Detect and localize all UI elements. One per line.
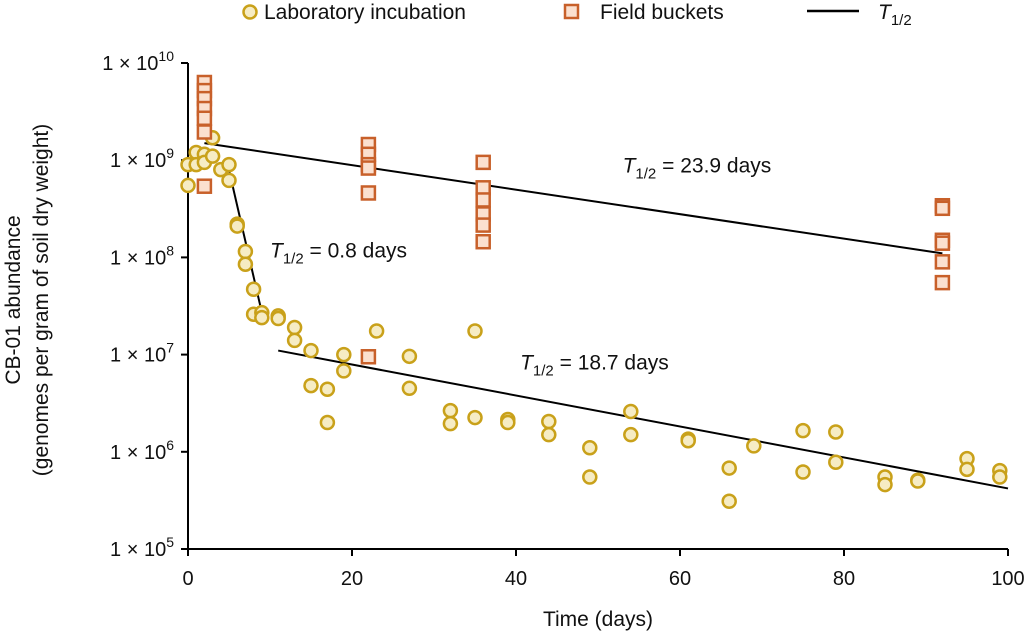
field-bucket-point [475, 217, 491, 233]
lab-incubation-point [746, 438, 762, 454]
lab-incubation-point [286, 319, 303, 336]
lab-incubation-point [245, 281, 262, 298]
lab-incubation-point [319, 381, 336, 398]
lab-incubation-point [680, 432, 696, 449]
lab-incubation-point [221, 156, 237, 173]
lab-incubation-point [467, 323, 483, 339]
field-bucket-point [934, 200, 951, 217]
half-life-fit-line [278, 349, 1009, 490]
lab-incubation-point [467, 409, 483, 426]
fit-lines [204, 142, 1009, 490]
lab-incubation-point [286, 332, 303, 349]
x-axis-title: Time (days) [543, 608, 653, 631]
half-life-annotation: T1/2 = 18.7 days [520, 352, 669, 380]
lab-incubation-point [237, 256, 254, 273]
field-bucket-point [934, 254, 951, 270]
lab-incubation-point [721, 460, 737, 476]
field-bucket-point [475, 154, 491, 171]
field-bucket-point [934, 274, 951, 291]
lab-incubation-point [877, 476, 893, 493]
half-life-annotation: T1/2 = 0.8 days [270, 239, 407, 267]
field-bucket-point [360, 160, 377, 176]
half-life-annotation: T1/2 = 23.9 days [623, 154, 772, 182]
x-tick-label: 60 [669, 568, 691, 590]
lab-incubation-point [221, 172, 237, 189]
legend-marker-field-buckets [563, 3, 580, 20]
lab-incubation-point [828, 424, 844, 440]
legend-label-field-buckets: Field buckets [600, 1, 724, 24]
series-field-buckets [196, 74, 951, 365]
lab-incubation-point [319, 414, 336, 431]
x-tick-label: 100 [991, 568, 1024, 590]
lab-incubation-point [270, 310, 286, 327]
y-tick-label: 1 × 105 [110, 534, 174, 561]
field-bucket-point [196, 110, 213, 127]
lab-incubation-point [992, 469, 1008, 485]
lab-incubation-point [401, 348, 418, 365]
x-tick-label: 80 [833, 568, 855, 590]
lab-incubation-point [721, 493, 737, 509]
lab-incubation-point [828, 454, 844, 471]
lab-incubation-point [623, 403, 639, 420]
field-bucket-point [475, 233, 491, 250]
lab-incubation-point [303, 342, 319, 359]
lab-incubation-point [623, 426, 639, 443]
x-tick-label: 20 [341, 568, 363, 590]
field-bucket-point [196, 178, 213, 194]
legend-marker-laboratory-incubation [242, 4, 258, 20]
lab-incubation-point [795, 464, 811, 480]
legend-label-laboratory-incubation: Laboratory incubation [264, 1, 466, 24]
x-tick-label: 40 [505, 568, 527, 590]
lab-incubation-point [204, 148, 221, 164]
y-axis-title-line2: (genomes per gram of soil dry weight) [30, 124, 53, 476]
series-laboratory-incubation [180, 130, 1008, 509]
lab-incubation-point [442, 402, 459, 419]
lab-incubation-point [541, 426, 557, 443]
y-tick-label: 1 × 108 [110, 242, 174, 269]
field-bucket-point [475, 192, 491, 208]
lab-incubation-point [795, 422, 811, 439]
legend: Laboratory incubation Field buckets T1/2 [242, 1, 912, 29]
field-bucket-point [196, 124, 213, 140]
x-tick-label: 0 [182, 568, 193, 590]
y-ticks: 1 × 105 1 × 106 1 × 107 1 × 108 1 × 109 1 × 1… [102, 48, 188, 561]
lab-incubation-point [336, 363, 352, 379]
lab-incubation-point [229, 218, 245, 234]
lab-incubation-point [254, 309, 270, 326]
lab-incubation-point [582, 440, 598, 456]
lab-incubation-point [401, 380, 418, 397]
x-ticks: 0 20 40 60 80 100 [182, 549, 1025, 590]
half-life-fit-line [204, 142, 943, 255]
y-tick-label: 1 × 107 [110, 340, 174, 367]
lab-incubation-point [336, 346, 352, 363]
lab-incubation-point [303, 377, 319, 394]
y-axis-title-line1: CB-01 abundance [2, 215, 25, 384]
lab-incubation-point [237, 243, 254, 260]
y-tick-label: 1 × 106 [110, 437, 174, 464]
lab-incubation-point [910, 473, 926, 489]
lab-incubation-point [180, 177, 196, 194]
lab-incubation-point [959, 461, 975, 478]
half-life-annotations: T1/2 = 23.9 days T1/2 = 0.8 days T1/2 = 18… [270, 154, 771, 379]
lab-incubation-point [500, 414, 516, 431]
y-tick-label: 1 × 109 [110, 145, 174, 172]
axes [187, 63, 1008, 550]
y-tick-label: 1 × 1010 [102, 48, 174, 75]
legend-label-half-life: T1/2 [878, 1, 912, 29]
field-bucket-point [360, 185, 377, 201]
field-bucket-point [934, 235, 951, 251]
lab-incubation-point [582, 469, 598, 485]
lab-incubation-point [541, 413, 557, 430]
lab-incubation-point [368, 323, 385, 339]
field-bucket-point [360, 349, 377, 365]
lab-incubation-point [442, 415, 459, 432]
